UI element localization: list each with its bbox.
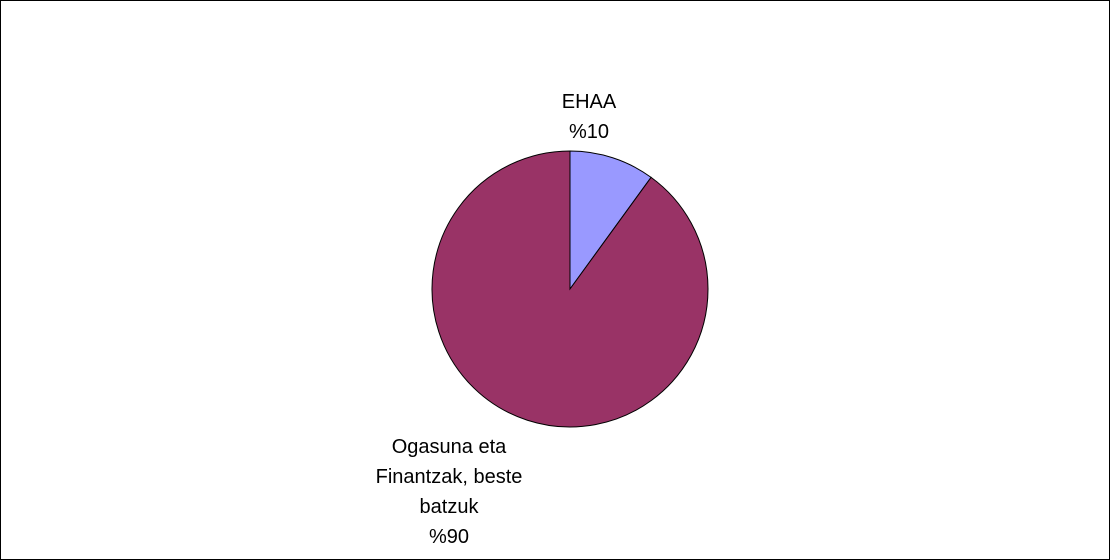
pie-slice-ogasuna-eta-finantzak-beste-batzuk (431, 150, 709, 428)
pie-slice-ehaa (569, 150, 652, 291)
slice-label-ehaa: EHAA %10 (562, 91, 617, 143)
slice-label-ogasuna-line-3: batzuk (420, 496, 480, 518)
slice-label-ogasuna: Ogasuna eta Finantzak, beste batzuk %90 (376, 436, 523, 548)
slice-label-ogasuna-line-2: Finantzak, beste (376, 466, 523, 488)
pie-slices (431, 150, 709, 428)
slice-label-ogasuna-line-1: Ogasuna eta (392, 436, 507, 458)
slice-label-ogasuna-percent: %90 (429, 526, 469, 548)
slice-label-ehaa-name: EHAA (562, 91, 617, 113)
slice-label-ehaa-percent: %10 (569, 121, 609, 143)
